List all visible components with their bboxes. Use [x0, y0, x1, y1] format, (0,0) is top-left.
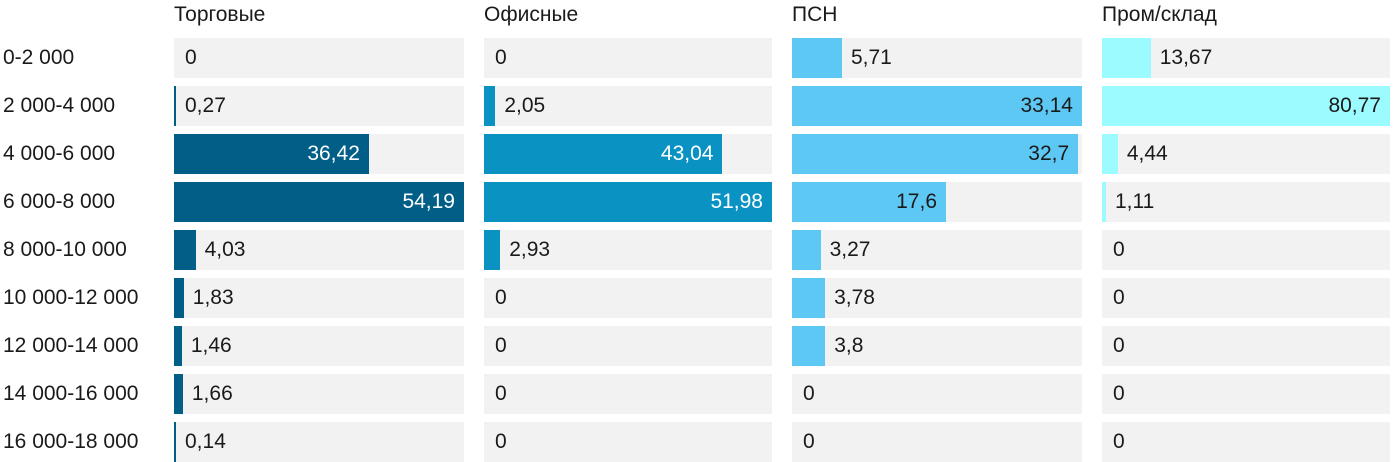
bar-track	[1102, 182, 1390, 222]
bar-track	[792, 374, 1082, 414]
data-label: 0,27	[185, 94, 226, 117]
bar-track	[174, 38, 464, 78]
bar	[484, 134, 723, 174]
category-label: 4 000-6 000	[3, 142, 116, 165]
data-label: 0	[803, 382, 815, 405]
data-label: 1,66	[191, 382, 233, 405]
bar-track	[792, 422, 1082, 462]
data-label: 43,04	[660, 142, 714, 165]
data-label: 3,27	[829, 238, 871, 261]
bar	[1102, 38, 1151, 78]
bar	[792, 38, 842, 78]
panel-header: ПСН	[792, 3, 838, 26]
data-label: 0	[1113, 430, 1125, 453]
data-label: 0	[495, 382, 507, 405]
data-label: 0,14	[185, 430, 226, 453]
bar-track	[484, 326, 772, 366]
data-label: 17,6	[896, 190, 937, 213]
bar-track	[174, 422, 464, 462]
data-label: 80,77	[1328, 94, 1381, 117]
panel-header: Офисные	[484, 3, 579, 26]
bar-track	[174, 326, 464, 366]
data-label: 33,14	[1020, 94, 1073, 117]
data-label: 54,19	[402, 190, 455, 213]
data-label: 0	[185, 46, 197, 69]
data-label: 0	[1113, 238, 1125, 261]
bar-track	[174, 86, 464, 126]
data-label: 0	[495, 46, 507, 69]
category-label: 2 000-4 000	[3, 94, 116, 117]
bar	[174, 326, 182, 366]
data-label: 0	[1113, 334, 1125, 357]
bar	[174, 422, 176, 462]
category-label: 10 000-12 000	[3, 286, 139, 309]
bar	[484, 86, 496, 126]
bar-track	[484, 374, 772, 414]
data-label: 0	[495, 430, 507, 453]
data-label: 1,46	[190, 334, 232, 357]
data-label: 1,83	[192, 286, 234, 309]
data-label: 0	[495, 334, 507, 357]
bar	[174, 86, 176, 126]
category-label: 6 000-8 000	[3, 190, 116, 213]
bar	[792, 326, 826, 366]
bar-track	[792, 278, 1082, 318]
bar-track	[1102, 422, 1390, 462]
bar	[792, 230, 821, 270]
bar	[792, 182, 946, 222]
data-label: 36,42	[307, 142, 360, 165]
bar-track	[484, 230, 772, 270]
data-label: 3,8	[834, 334, 864, 357]
data-label: 32,7	[1028, 142, 1070, 165]
category-label: 16 000-18 000	[3, 430, 139, 453]
data-label: 0	[1113, 286, 1125, 309]
category-label: 0-2 000	[3, 46, 75, 69]
bar	[174, 230, 196, 270]
bar	[484, 182, 772, 222]
data-label: 51,98	[710, 190, 763, 213]
category-label: 14 000-16 000	[3, 382, 139, 405]
bar-track	[174, 374, 464, 414]
bar	[1102, 182, 1106, 222]
bar	[174, 374, 183, 414]
panel-header: Торговые	[174, 3, 266, 26]
data-label: 0	[495, 286, 507, 309]
bar-track	[1102, 230, 1390, 270]
bar-track	[174, 278, 464, 318]
bar	[174, 134, 369, 174]
bar-track	[484, 278, 772, 318]
bar	[1102, 86, 1390, 126]
data-label: 0	[1113, 382, 1125, 405]
bar-track	[484, 86, 772, 126]
category-label: 8 000-10 000	[3, 238, 127, 261]
data-label: 13,67	[1159, 46, 1213, 69]
bar	[792, 134, 1079, 174]
bar	[792, 86, 1082, 126]
data-label: 2,93	[509, 238, 551, 261]
category-label: 12 000-14 000	[3, 334, 139, 357]
bar-track	[174, 230, 464, 270]
bar	[174, 182, 464, 222]
bar-track	[484, 38, 772, 78]
data-label: 0	[803, 430, 815, 453]
bar-track	[792, 326, 1082, 366]
bar	[484, 230, 501, 270]
bar	[792, 278, 826, 318]
panel-header: Пром/склад	[1102, 3, 1217, 26]
bar-track	[484, 422, 772, 462]
data-label: 1,11	[1114, 190, 1155, 213]
bar	[174, 278, 184, 318]
bar-track	[1102, 326, 1390, 366]
bar-track	[1102, 134, 1390, 174]
bar-track	[1102, 278, 1390, 318]
data-label: 5,71	[850, 46, 892, 69]
data-label: 2,05	[504, 94, 546, 117]
bar-track	[1102, 374, 1390, 414]
data-label: 4,03	[204, 238, 246, 261]
data-label: 3,78	[834, 286, 875, 309]
bar	[1102, 134, 1118, 174]
data-label: 4,44	[1126, 142, 1168, 165]
bar-track	[792, 230, 1082, 270]
